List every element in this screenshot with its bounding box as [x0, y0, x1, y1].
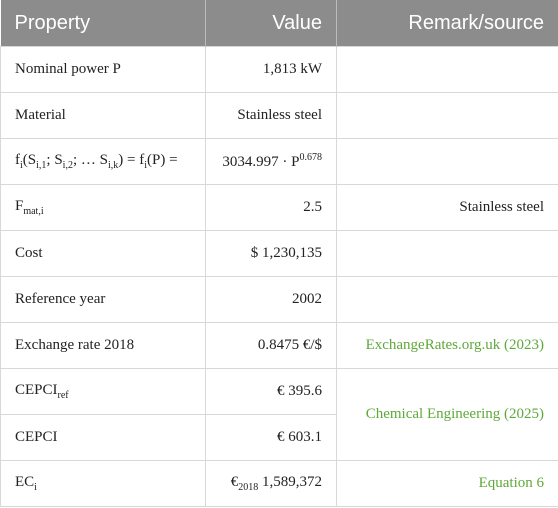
property-cell: ECi [0, 460, 206, 507]
text-run: (P) = [146, 152, 178, 168]
text-run: 2002 [292, 291, 322, 307]
text-run: € [230, 474, 239, 490]
text-run: CEPCI [15, 382, 58, 398]
property-cell: Fmat,i [0, 184, 206, 231]
text-run: EC [15, 474, 35, 490]
text-run: ; S [46, 152, 63, 168]
value-cell: Stainless steel [205, 92, 337, 139]
value-cell: $ 1,230,135 [205, 230, 337, 277]
subscript: i,k [107, 160, 119, 171]
subscript: i,1 [36, 160, 47, 171]
table-row: Exchange rate 2018 0.8475 €/$ ExchangeRate… [0, 322, 558, 369]
value-cell: 0.8475 €/$ [205, 322, 337, 369]
subscript: i [20, 160, 23, 171]
property-cell: Exchange rate 2018 [0, 322, 206, 369]
text-run: (S [22, 152, 37, 168]
remark-cell [336, 92, 558, 139]
header-row: Property Value Remark/source [0, 0, 558, 47]
text-run: 1,813 kW [262, 61, 322, 77]
remark-cell [336, 138, 558, 185]
table-row: CEPCIref € 395.6 Chemical Engineering (202… [0, 368, 558, 461]
remark-cell: Chemical Engineering (2025) [336, 368, 558, 461]
text-run: Exchange rate 2018 [15, 337, 135, 353]
superscript: 0.678 [299, 152, 323, 163]
property-cell: fi(Si,1; Si,2; … Si,k) = fi(P) = [0, 138, 206, 185]
table-row: CEPCI € 603.1 [0, 414, 558, 461]
text-run: € 395.6 [277, 383, 322, 399]
subscript: i,2 [62, 160, 73, 171]
value-cell: 3034.997 · P0.678 [205, 138, 337, 185]
property-cell: Nominal power P [0, 46, 206, 93]
subscript: mat,i [23, 206, 44, 217]
table-row: ECi €2018 1,589,372 Equation 6 [0, 460, 558, 507]
text-run: F [15, 198, 24, 214]
table-row: Nominal power P 1,813 kW [0, 46, 558, 93]
property-cell: CEPCIref [0, 368, 206, 415]
text-run: Stainless steel [237, 107, 322, 123]
text-run: Cost [15, 245, 43, 261]
subscript: i [34, 482, 37, 493]
header-cell: Value [205, 0, 337, 47]
table-row: Material Stainless steel [0, 92, 558, 139]
text-run: 3034.997 · P [222, 154, 300, 170]
remark-cell: Equation 6 [336, 460, 558, 507]
text-run: ) = f [118, 152, 145, 168]
text-run: Reference year [15, 291, 106, 307]
table-row: Cost $ 1,230,135 [0, 230, 558, 277]
text-run: 2.5 [303, 199, 322, 215]
remark-cell: ExchangeRates.org.uk (2023) [336, 322, 558, 369]
property-cell: Material [0, 92, 206, 139]
table-body: Nominal power P 1,813 kW Material Stainless… [0, 46, 558, 507]
text-run: 1,589,372 [258, 474, 322, 490]
text-run: ; … S [72, 152, 108, 168]
subscript: ref [57, 390, 69, 401]
subscript: i [144, 160, 147, 171]
value-cell: 1,813 kW [205, 46, 337, 93]
text-run: f [15, 152, 20, 168]
property-cell: CEPCI [0, 414, 206, 461]
value-cell: 2002 [205, 276, 337, 323]
property-cell: Reference year [0, 276, 206, 323]
text-run: Nominal power P [15, 61, 121, 77]
remark-cell [336, 46, 558, 93]
remark-cell [336, 230, 558, 277]
text-run: $ 1,230,135 [250, 245, 322, 261]
text-run: 0.8475 €/$ [257, 337, 322, 353]
header-cell: Remark/source [336, 0, 558, 47]
table-row: fi(Si,1; Si,2; … Si,k) = fi(P) = 3034.997… [0, 138, 558, 185]
value-cell: € 603.1 [205, 414, 337, 461]
remark-cell [336, 276, 558, 323]
property-cell: Cost [0, 230, 206, 277]
header-cell: Property [0, 0, 206, 47]
text-run: CEPCI [15, 429, 58, 445]
text-run: Material [15, 107, 66, 123]
subscript: 2018 [238, 482, 259, 493]
value-cell: €2018 1,589,372 [205, 460, 337, 507]
text-run: € 603.1 [277, 429, 322, 445]
value-cell: 2.5 [205, 184, 337, 231]
table-row: Reference year 2002 [0, 276, 558, 323]
remark-cell: Stainless steel [336, 184, 558, 231]
table-row: Fmat,i 2.5 Stainless steel [0, 184, 558, 231]
value-cell: € 395.6 [205, 368, 337, 415]
